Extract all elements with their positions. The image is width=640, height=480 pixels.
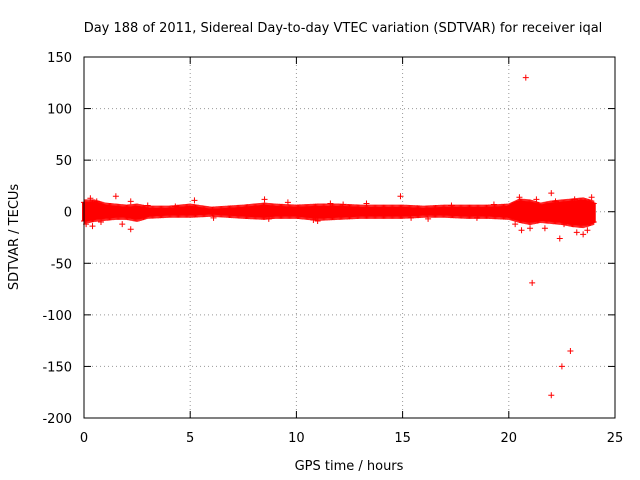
data-point	[265, 215, 272, 222]
y-axis-label: SDTVAR / TECUs	[7, 184, 22, 291]
data-point	[191, 197, 198, 204]
data-point	[408, 214, 415, 221]
data-point	[261, 196, 268, 203]
y-tick-label: 100	[47, 103, 72, 118]
data-point	[573, 229, 580, 236]
data-point	[89, 223, 96, 230]
data-point	[172, 203, 179, 210]
data-point	[473, 214, 480, 221]
data-point	[561, 221, 568, 228]
data-point	[363, 200, 370, 207]
data-point	[314, 217, 321, 224]
grid	[84, 57, 615, 418]
y-tick-label: -200	[42, 412, 72, 427]
data-point	[448, 202, 455, 209]
data-point	[533, 196, 540, 203]
y-tick-label: 50	[55, 154, 72, 169]
data-point	[93, 198, 100, 205]
data-point	[490, 201, 497, 208]
data-point	[340, 201, 347, 208]
y-tick-label: -100	[42, 309, 72, 324]
data-point	[516, 194, 523, 201]
data-point	[552, 198, 559, 205]
data-point	[127, 198, 134, 205]
data-point	[327, 200, 334, 207]
data-point	[558, 363, 565, 370]
data-point	[144, 202, 151, 209]
data-point	[541, 225, 548, 232]
y-tick-label: 150	[47, 51, 72, 66]
band-edge-point	[590, 219, 597, 226]
x-tick-label: 0	[80, 431, 88, 446]
data-point	[425, 215, 432, 222]
data-point	[529, 279, 536, 286]
data-point	[97, 219, 104, 226]
data-point	[310, 216, 317, 223]
y-tick-label: 0	[64, 206, 72, 221]
data-point	[548, 190, 555, 197]
x-tick-label: 5	[186, 431, 194, 446]
chart-title: Day 188 of 2011, Sidereal Day-to-day VTE…	[84, 21, 603, 36]
data-point	[112, 193, 119, 200]
y-tick-label: -150	[42, 360, 72, 375]
data-point	[127, 226, 134, 233]
axis-ticks	[83, 56, 616, 419]
data-point	[556, 235, 563, 242]
data-point	[527, 225, 534, 232]
y-tick-label: -50	[51, 257, 72, 272]
data-point	[87, 195, 94, 202]
data-point	[119, 221, 126, 228]
data-point	[548, 392, 555, 399]
data-point	[210, 214, 217, 221]
data-point	[571, 196, 578, 203]
x-tick-label: 20	[501, 431, 518, 446]
data-point	[397, 193, 404, 200]
data-point	[588, 194, 595, 201]
band-edge-point	[590, 200, 597, 207]
data-point	[584, 227, 591, 234]
data-point	[567, 347, 574, 354]
x-tick-label: 25	[607, 431, 624, 446]
data-point	[518, 227, 525, 234]
tick-labels: 0 5 10 15 20 25 -200 -150 -100 -50 0 50 100 150	[42, 51, 623, 446]
data-point	[582, 198, 589, 205]
data-point	[512, 221, 519, 228]
data-point	[522, 74, 529, 81]
data-marks	[81, 74, 597, 399]
plot-frame	[83, 56, 616, 419]
data-point	[284, 199, 291, 206]
x-axis-label: GPS time / hours	[295, 459, 404, 474]
x-tick-label: 15	[394, 431, 411, 446]
data-point	[580, 231, 587, 238]
x-tick-label: 10	[288, 431, 305, 446]
